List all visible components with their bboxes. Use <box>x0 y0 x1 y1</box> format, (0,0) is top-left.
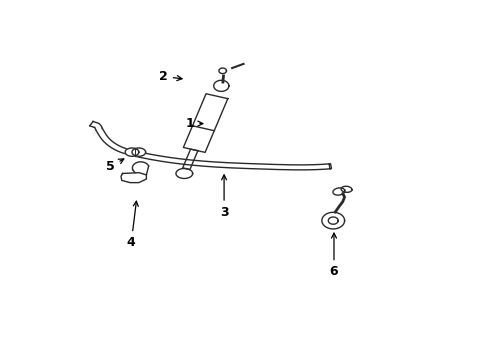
Polygon shape <box>183 149 198 170</box>
Text: 6: 6 <box>329 233 338 278</box>
Text: 2: 2 <box>159 70 182 83</box>
Polygon shape <box>183 94 227 152</box>
Polygon shape <box>321 212 344 229</box>
Polygon shape <box>128 175 134 180</box>
Text: 4: 4 <box>126 201 138 249</box>
Polygon shape <box>213 80 228 91</box>
Polygon shape <box>176 168 192 179</box>
Text: 5: 5 <box>106 159 123 173</box>
Text: 1: 1 <box>185 117 203 130</box>
Polygon shape <box>219 68 226 73</box>
Polygon shape <box>332 188 344 195</box>
Polygon shape <box>121 173 146 183</box>
Polygon shape <box>125 148 139 156</box>
Polygon shape <box>132 148 145 156</box>
Text: 3: 3 <box>219 175 228 219</box>
Polygon shape <box>340 186 351 192</box>
